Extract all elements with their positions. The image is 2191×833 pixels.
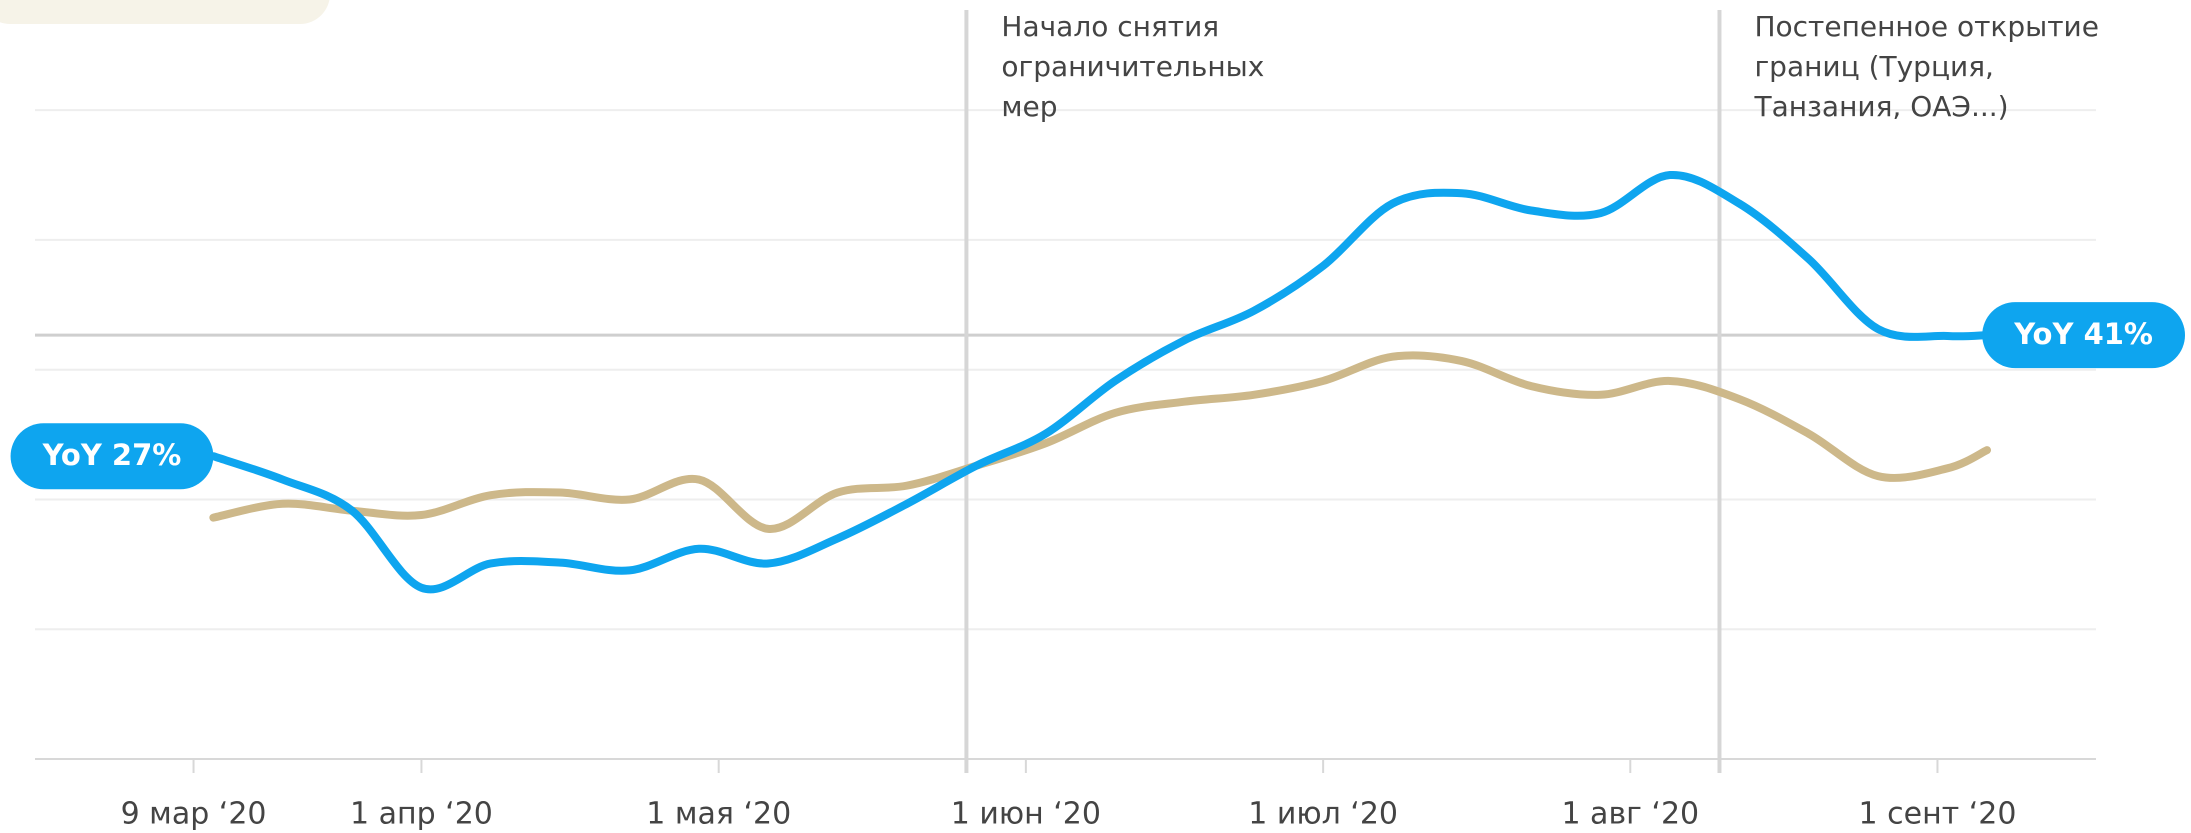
x-tick-label: 9 мар ‘20 <box>121 797 267 832</box>
value-label-bubble <box>10 423 214 490</box>
x-tick-label: 1 сент ‘20 <box>1859 797 2017 832</box>
x-tick-label: 1 июл ‘20 <box>1248 797 1398 832</box>
value-label-bubble <box>1982 302 2185 369</box>
annotation-text: Постепенное открытие <box>1754 10 2099 43</box>
value-label: YoY 41% <box>1982 302 2185 369</box>
annotation-text: границ (Турция, <box>1754 50 1993 83</box>
value-label-text: YoY 41% <box>2013 317 2153 351</box>
series-line <box>209 351 1991 533</box>
x-tick-label: 1 авг ‘20 <box>1561 797 1699 832</box>
series-line <box>209 171 1991 594</box>
x-tick-label: 1 июн ‘20 <box>951 797 1101 832</box>
cropped-panel <box>0 0 330 24</box>
value-label: YoY 27% <box>10 423 214 490</box>
annotation-text: Танзания, ОАЭ...) <box>1753 90 2008 123</box>
x-tick-label: 1 апр ‘20 <box>350 797 493 832</box>
value-label-text: YoY 27% <box>42 438 182 472</box>
annotation-text: ограничительных <box>1001 50 1264 83</box>
annotation-text: Начало снятия <box>1001 10 1219 43</box>
annotation-text: мер <box>1001 90 1057 123</box>
x-tick-label: 1 мая ‘20 <box>646 797 791 832</box>
